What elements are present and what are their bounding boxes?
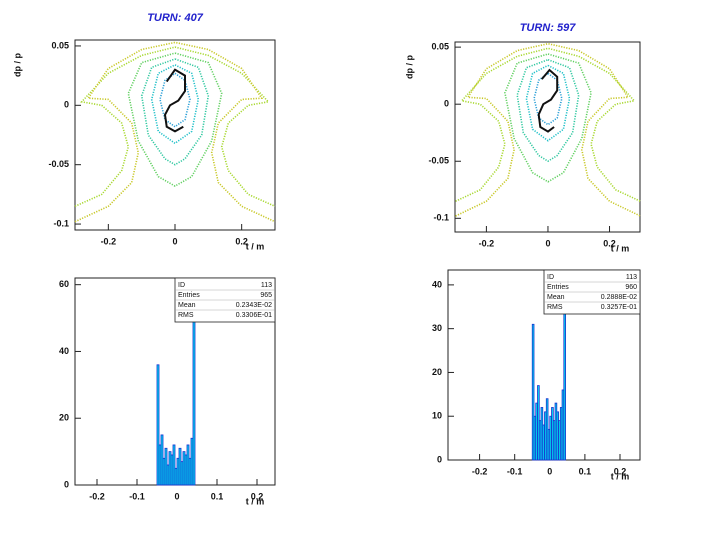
stats-value: 965 xyxy=(260,292,272,299)
stats-label: ID xyxy=(178,282,185,289)
stats-value: 0.2343E-02 xyxy=(236,302,272,309)
stats-label: RMS xyxy=(547,304,563,311)
x-tick-label: -0.2 xyxy=(472,466,488,476)
phase-curve xyxy=(537,68,559,133)
histogram-bar xyxy=(531,323,535,461)
chart-title: TURN: 407 xyxy=(147,12,204,24)
x-tick-label: 0.2 xyxy=(614,466,627,476)
stats-value: 113 xyxy=(261,282,272,289)
x-tick-label: 0 xyxy=(174,491,179,501)
y-tick-label: 30 xyxy=(432,323,442,333)
phase-curve xyxy=(140,58,210,166)
x-axis-label: t / m xyxy=(246,496,265,506)
stats-label: Mean xyxy=(547,294,565,301)
y-tick-label: -0.05 xyxy=(428,156,449,166)
x-tick-label: 0.2 xyxy=(251,491,264,501)
phase-curve xyxy=(159,72,191,128)
y-tick-label: 0 xyxy=(437,454,442,464)
x-axis-label: t / m xyxy=(611,471,630,481)
stats-value: 113 xyxy=(626,274,637,281)
histogram-bar xyxy=(192,297,196,486)
x-axis-label: t / m xyxy=(246,241,265,251)
x-tick-label: 0.1 xyxy=(211,491,224,501)
stats-value: 0.3306E-01 xyxy=(236,312,272,319)
phase-curve xyxy=(74,46,276,208)
stats-value: 0.2888E-02 xyxy=(601,294,637,301)
y-tick-label: 40 xyxy=(59,346,69,356)
x-tick-label: 0.1 xyxy=(579,466,592,476)
x-tick-label: -0.2 xyxy=(479,238,495,248)
y-tick-label: 20 xyxy=(59,413,69,423)
phase-curve xyxy=(163,68,186,133)
y-axis-label: dp / p xyxy=(12,53,22,77)
histogram-bar xyxy=(156,364,160,486)
y-tick-label: 40 xyxy=(432,279,442,289)
x-tick-label: 0 xyxy=(545,238,550,248)
y-axis-label: dp / p xyxy=(404,55,414,79)
phase-curve xyxy=(516,58,580,163)
y-tick-label: -0.1 xyxy=(433,213,449,223)
stats-label: Mean xyxy=(178,302,196,309)
x-tick-label: 0 xyxy=(547,466,552,476)
x-tick-label: 0 xyxy=(172,236,177,246)
histogram-bar xyxy=(172,444,176,486)
x-tick-label: 0.2 xyxy=(235,236,248,246)
x-axis-label: t / m xyxy=(611,243,630,253)
plot-frame xyxy=(454,41,641,233)
phase-curve xyxy=(150,64,200,145)
y-tick-label: 0.05 xyxy=(431,42,449,52)
y-tick-label: 10 xyxy=(432,411,442,421)
y-tick-label: -0.05 xyxy=(48,159,69,169)
stats-value: 960 xyxy=(625,284,637,291)
phase-curve xyxy=(74,41,276,223)
x-tick-label: 0.2 xyxy=(603,238,616,248)
y-tick-label: -0.1 xyxy=(53,218,69,228)
phase-curve xyxy=(504,53,592,183)
y-tick-label: 0 xyxy=(64,479,69,489)
plot-frame xyxy=(74,39,276,231)
chart-title: TURN: 597 xyxy=(520,22,577,34)
y-tick-label: 0 xyxy=(64,100,69,110)
y-tick-label: 0 xyxy=(444,99,449,109)
stats-label: RMS xyxy=(178,312,194,319)
stats-label: Entries xyxy=(547,284,569,291)
phase-curve xyxy=(525,64,571,142)
y-tick-label: 20 xyxy=(432,367,442,377)
stats-label: ID xyxy=(547,274,554,281)
x-tick-label: -0.2 xyxy=(89,491,105,501)
x-tick-label: -0.2 xyxy=(101,236,117,246)
phase-curve xyxy=(455,42,641,217)
x-tick-label: -0.1 xyxy=(507,466,523,476)
stats-value: 0.3257E-01 xyxy=(601,304,637,311)
phase-curve xyxy=(127,52,223,188)
y-tick-label: 0.05 xyxy=(51,40,69,50)
x-tick-label: -0.1 xyxy=(129,491,145,501)
stats-label: Entries xyxy=(178,292,200,299)
y-tick-label: 60 xyxy=(59,279,69,289)
